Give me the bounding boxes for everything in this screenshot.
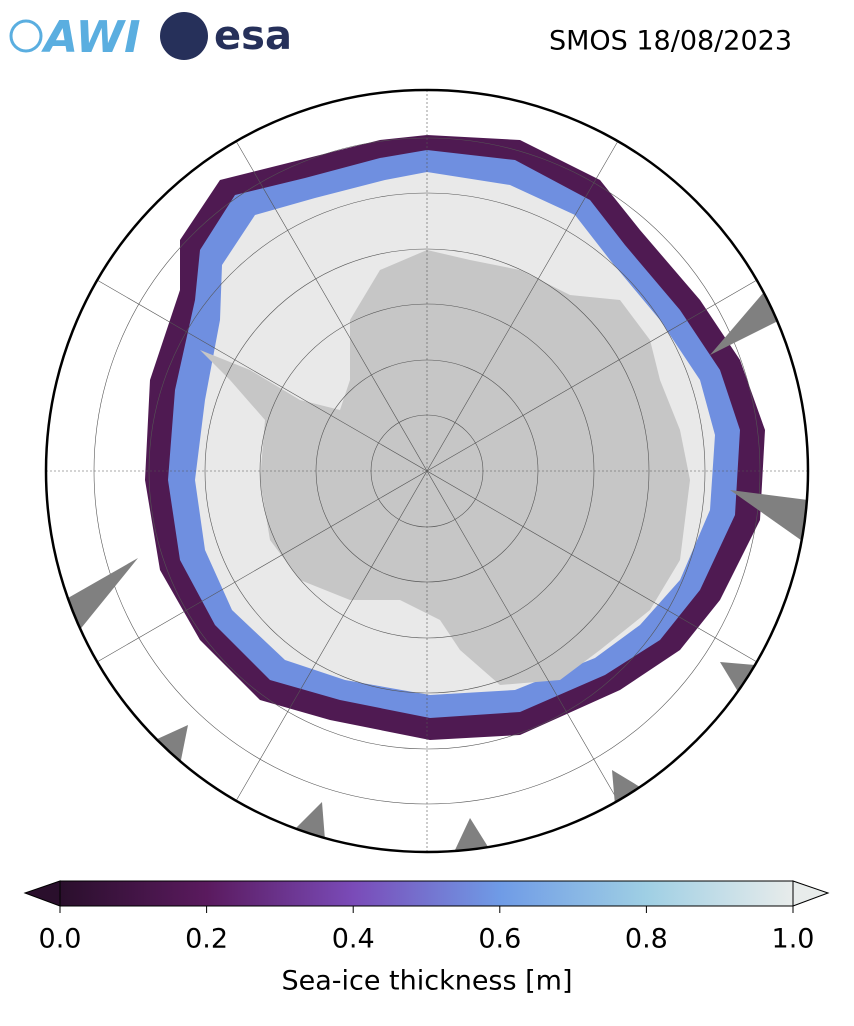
colorbar-tick-label: 0.6: [478, 924, 521, 955]
colorbar-label: Sea-ice thickness [m]: [281, 966, 572, 997]
awi-globe: [9, 19, 43, 53]
colorbar-extend-low: [23, 880, 61, 907]
colorbar-tick-label: 1.0: [772, 924, 815, 955]
esa-globe: [160, 12, 208, 60]
map-border: [44, 88, 810, 854]
colorbar-tick-label: 0.0: [39, 924, 82, 955]
map: [46, 90, 808, 852]
colorbar: 0.0 0.2 0.4 0.6 0.8 1.0: [23, 880, 830, 955]
graticule: [46, 90, 808, 852]
colorbar-tick-label: 0.2: [185, 924, 228, 955]
awi-logo: AWI: [41, 12, 141, 63]
colorbar-tick-label: 0.4: [332, 924, 375, 955]
title: SMOS 18/08/2023: [549, 26, 792, 57]
colorbar-ramp: [59, 880, 794, 907]
colorbar-extend-high: [792, 880, 830, 907]
logos: AWI esa: [9, 12, 292, 63]
colorbar-tick-label: 0.8: [625, 924, 668, 955]
antarctica: [200, 250, 690, 685]
data-gaps: [68, 285, 808, 850]
esa-logo: esa: [214, 13, 292, 59]
